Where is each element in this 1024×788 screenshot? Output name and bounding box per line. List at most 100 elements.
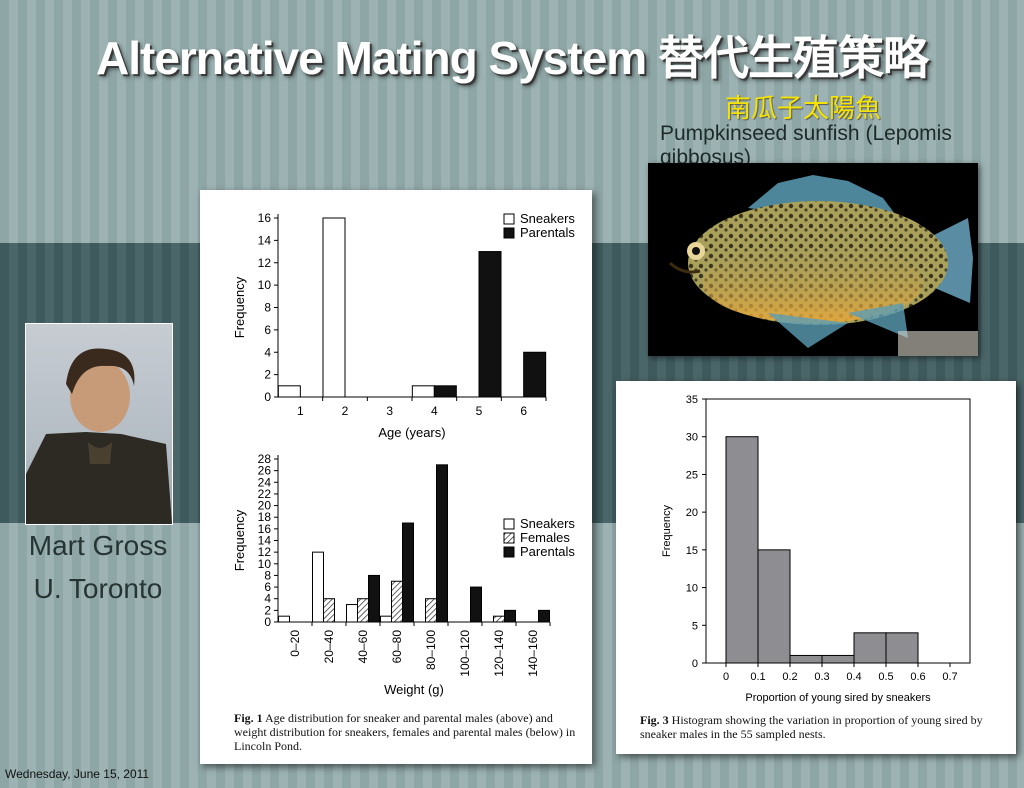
bar-females-20-40 [323, 598, 335, 623]
person-affiliation: U. Toronto [33, 573, 163, 604]
y-tick-label: 2 [264, 368, 271, 382]
figure3-caption-text: Histogram showing the variation in propo… [640, 713, 983, 741]
fish-chinese-name: 南瓜子太陽魚 [725, 94, 882, 124]
legend-label-parentals: Parentals [520, 225, 575, 240]
y-tick-label: 20 [686, 507, 698, 519]
figure1-label: Fig. 1 [234, 711, 263, 725]
legend-swatch-parentals [503, 546, 515, 558]
bar-parentals-5 [478, 251, 502, 398]
y-tick-label: 4 [264, 592, 271, 606]
x-tick-label: 0.5 [878, 671, 893, 683]
x-tick-label: 140–160 [526, 630, 540, 677]
y-tick-label: 0 [692, 658, 698, 670]
bar-sneakers-2 [322, 217, 346, 398]
y-tick-label: 0 [264, 390, 271, 404]
y-tick-label: 28 [258, 452, 272, 466]
legend-label-sneakers: Sneakers [520, 211, 575, 226]
x-tick-label: 0.1 [750, 671, 765, 683]
y-tick-label: 6 [264, 580, 271, 594]
figure1-caption: Fig. 1 Age distribution for sneaker and … [234, 711, 584, 753]
y-tick-label: 15 [686, 545, 698, 557]
y-tick-label: 4 [264, 345, 271, 359]
slide-title: Alternative Mating System 替代生殖策略 [96, 32, 929, 84]
legend-swatch-parentals [503, 227, 515, 239]
bar-sneakers-60-80 [380, 615, 392, 623]
x-tick-label: 0.7 [942, 671, 957, 683]
bar-parentals-80-100 [436, 464, 448, 623]
figure1-card: 0 2 4 6 8 10 12 14 16 1 2 3 4 5 6 Age (years) Frequency S… [200, 190, 592, 764]
histogram-bar-5 [885, 632, 919, 664]
bar-females-120-140 [493, 615, 505, 623]
bar-sneakers-20-40 [312, 551, 324, 623]
figure1-caption-text: Age distribution for sneaker and parenta… [234, 711, 576, 753]
y-tick-label: 12 [258, 256, 272, 270]
y-tick-label: 24 [258, 475, 272, 489]
legend-swatch-sneakers [503, 213, 515, 225]
fish-photo [648, 163, 978, 356]
y-tick-label: 2 [264, 603, 271, 617]
y-tick-label: 25 [686, 469, 698, 481]
y-tick-label: 16 [258, 211, 272, 225]
y-tick-label: 8 [264, 568, 271, 582]
y-tick-label: 10 [686, 583, 698, 595]
x-tick-label: 6 [520, 404, 527, 418]
histogram-bar-0 [725, 436, 759, 664]
proportion-histogram: 0 5 10 15 20 25 30 35 0 0.1 0.2 0.3 0.4 0.5 0.6 0.7 Prop… [661, 394, 971, 704]
y-tick-label: 5 [692, 620, 698, 632]
x-axis-label: Proportion of young sired by sneakers [745, 692, 931, 704]
histogram-bar-3 [821, 654, 855, 664]
bar-parentals-140-160 [538, 609, 550, 623]
x-tick-label: 20–40 [322, 630, 336, 664]
histogram-bar-1 [757, 549, 791, 664]
y-tick-label: 22 [258, 487, 272, 501]
legend-swatch-females [503, 532, 515, 544]
y-axis-label: Frequency [232, 276, 247, 338]
y-tick-label: 12 [258, 545, 272, 559]
y-tick-label: 6 [264, 323, 271, 337]
legend-label-sneakers: Sneakers [520, 516, 575, 531]
bar-females-80-100 [425, 598, 437, 623]
x-tick-label: 40–60 [356, 630, 370, 664]
legend-label-parentals: Parentals [520, 544, 575, 559]
y-axis-label: Frequency [232, 509, 247, 571]
bar-parentals-100-120 [470, 586, 482, 623]
x-tick-label: 0 [723, 671, 729, 683]
bar-parentals-60-80 [402, 522, 414, 623]
bar-sneakers-4 [411, 385, 435, 398]
figure3-card: 0 5 10 15 20 25 30 35 0 0.1 0.2 0.3 0.4 0.5 0.6 0.7 Prop… [616, 381, 1016, 754]
y-tick-label: 35 [686, 394, 698, 406]
y-tick-label: 20 [258, 499, 272, 513]
y-tick-label: 10 [258, 557, 272, 571]
y-tick-label: 30 [686, 432, 698, 444]
figure3-label: Fig. 3 [640, 713, 669, 727]
histogram-bar-4 [853, 632, 887, 664]
bar-parentals-40-60 [368, 574, 380, 623]
x-tick-label: 120–140 [492, 630, 506, 677]
x-tick-label: 0.2 [782, 671, 797, 683]
y-axis-label: Frequency [661, 505, 673, 557]
y-tick-label: 8 [264, 301, 271, 315]
slide-date: Wednesday, June 15, 2011 [5, 767, 150, 781]
y-tick-label: 14 [258, 534, 272, 548]
x-tick-label: 5 [476, 404, 483, 418]
legend-swatch-sneakers [503, 518, 515, 530]
x-tick-label: 2 [342, 404, 349, 418]
x-axis-label: Weight (g) [384, 682, 444, 697]
x-tick-label: 0.3 [814, 671, 829, 683]
x-tick-label: 100–120 [458, 630, 472, 677]
x-tick-label: 1 [297, 404, 304, 418]
bar-females-40-60 [357, 598, 369, 623]
x-tick-label: 0.6 [910, 671, 925, 683]
portrait-photo [25, 323, 173, 525]
bar-sneakers-40-60 [346, 604, 358, 623]
person-name: Mart Gross [28, 530, 168, 561]
bar-parentals-4 [433, 385, 457, 398]
y-tick-label: 16 [258, 522, 272, 536]
bar-sneakers-1 [277, 385, 301, 398]
bar-parentals-6 [523, 351, 547, 398]
figure3-caption: Fig. 3 Histogram showing the variation i… [640, 713, 1010, 741]
y-tick-label: 14 [258, 233, 272, 247]
x-tick-label: 60–80 [390, 630, 404, 664]
